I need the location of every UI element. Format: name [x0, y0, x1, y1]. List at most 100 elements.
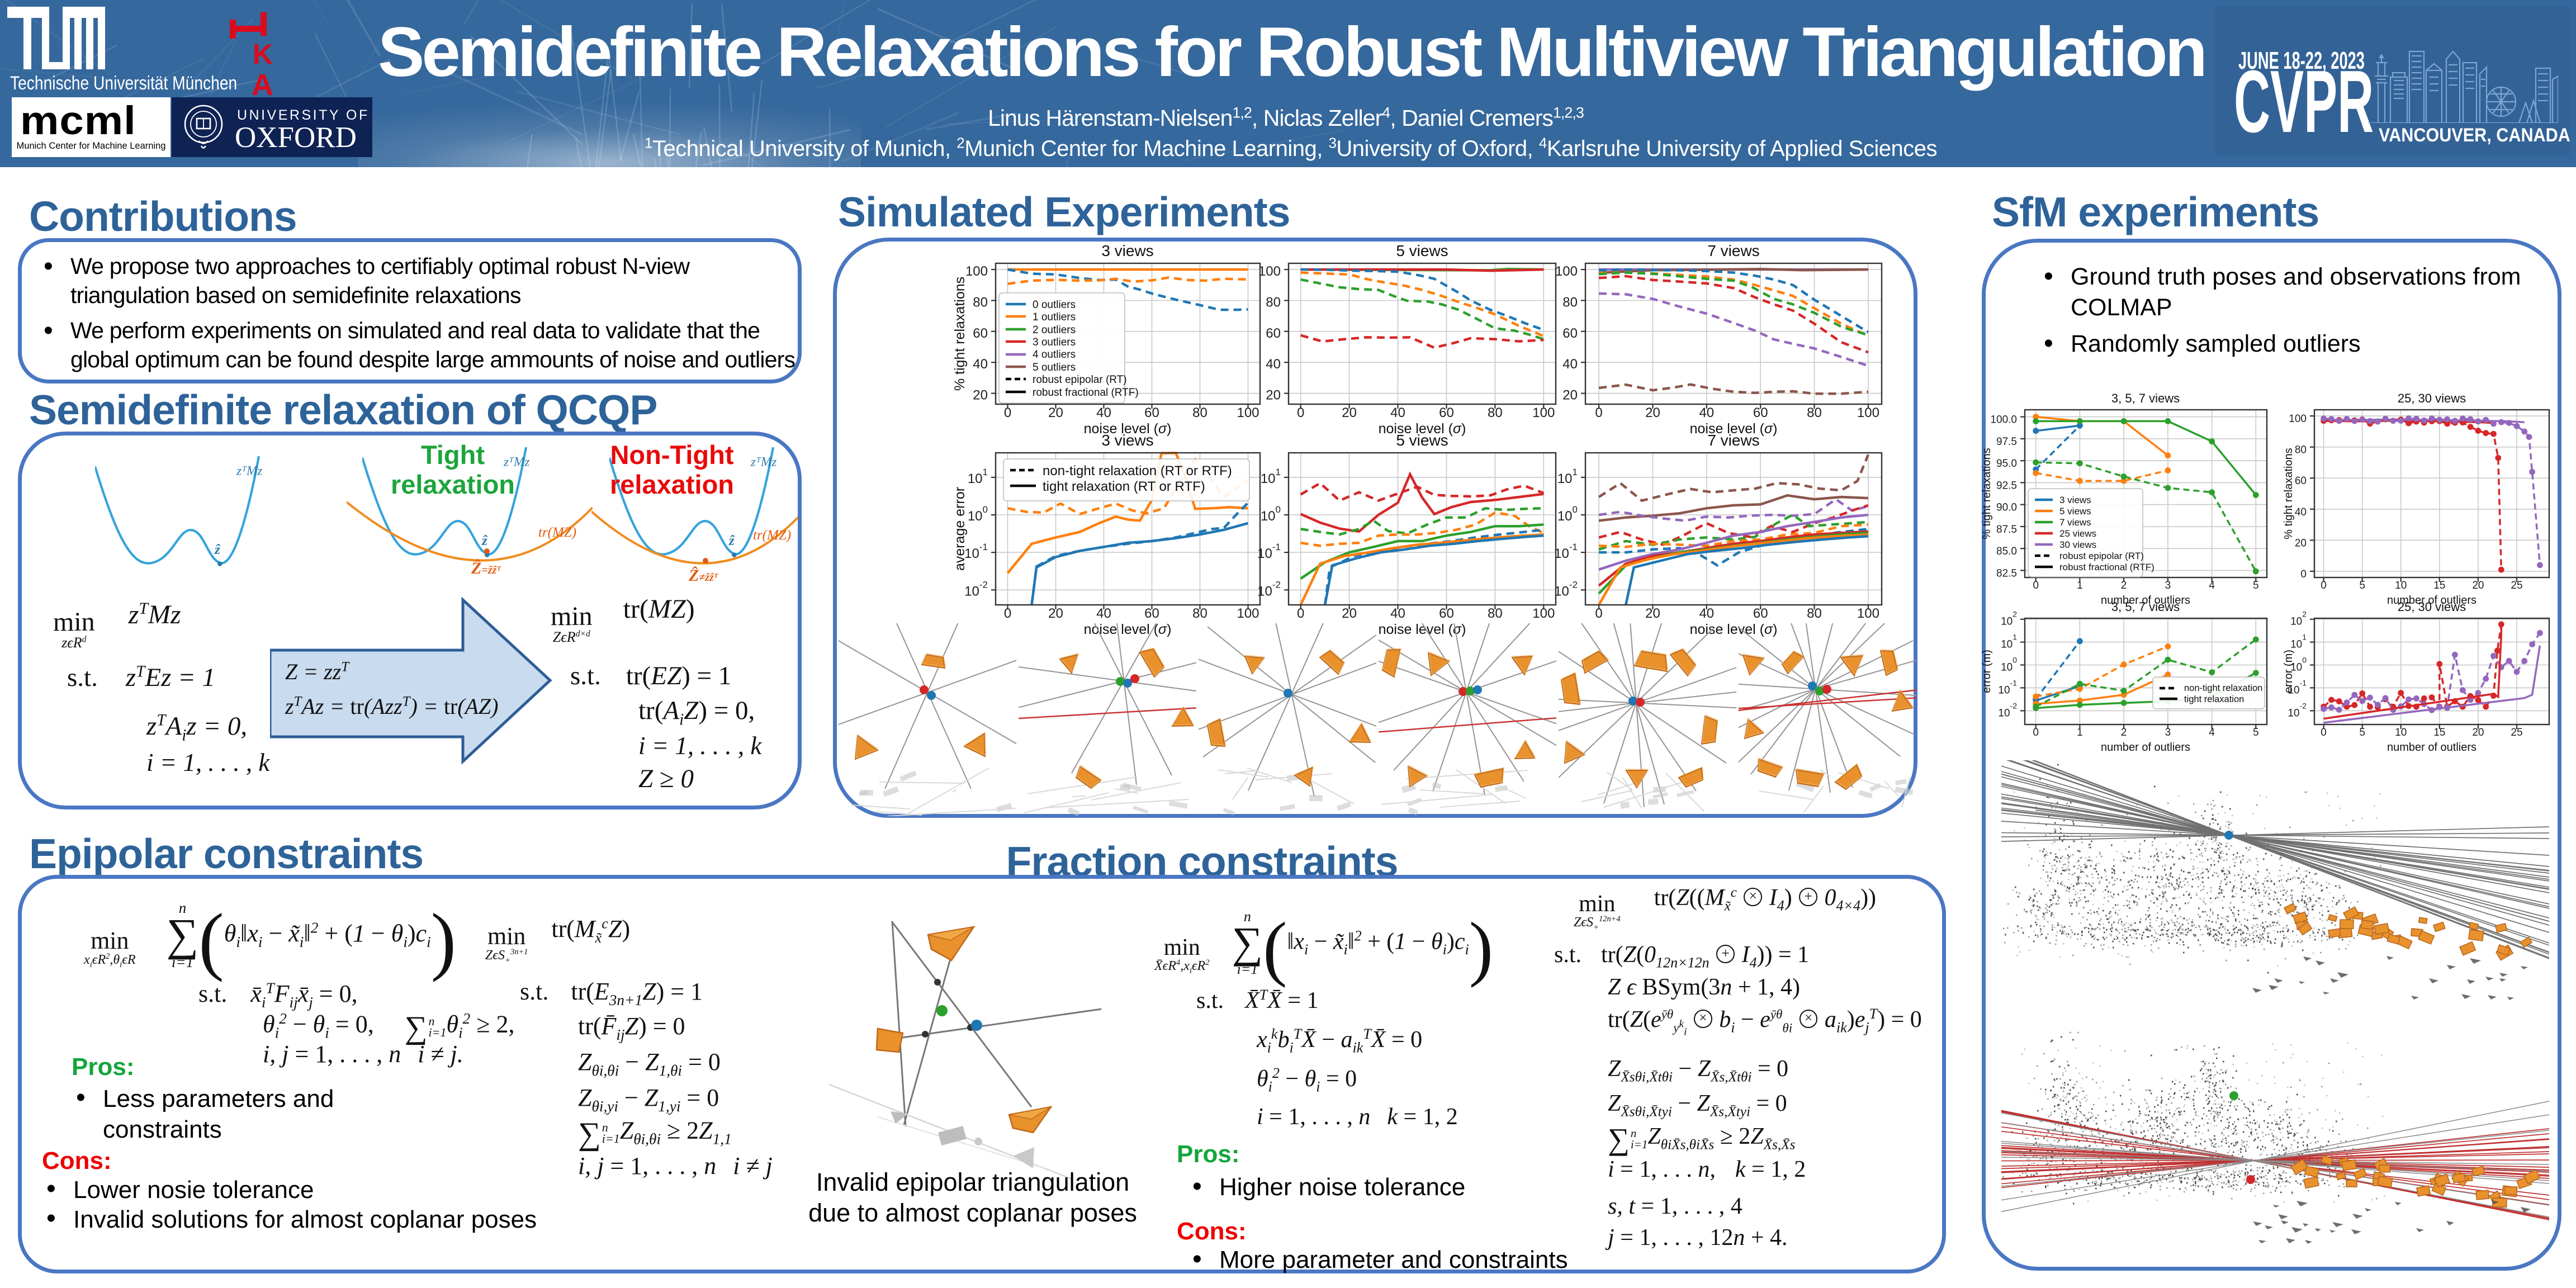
- svg-text:80: 80: [973, 295, 988, 310]
- svg-text:1 outliers: 1 outliers: [1033, 311, 1076, 323]
- svg-text:15: 15: [2433, 580, 2445, 591]
- svg-text:100: 100: [1532, 405, 1555, 420]
- svg-text:tight relaxation: tight relaxation: [2184, 694, 2244, 704]
- svg-text:101: 101: [1261, 467, 1281, 486]
- svg-text:5: 5: [2359, 727, 2365, 738]
- svg-text:20: 20: [1342, 405, 1357, 420]
- svg-text:97.5: 97.5: [1996, 436, 2017, 448]
- svg-text:noise level (σ): noise level (σ): [1690, 421, 1778, 437]
- svg-text:Ẑ≠ẑẑᵀ: Ẑ≠ẑẑᵀ: [688, 566, 719, 584]
- svg-text:20: 20: [1562, 388, 1578, 403]
- svg-text:3, 5, 7 views: 3, 5, 7 views: [2111, 600, 2180, 614]
- svg-text:7 views: 7 views: [1707, 432, 1759, 449]
- svg-text:tr(MZ): tr(MZ): [538, 525, 576, 540]
- svg-text:non-tight relaxation: non-tight relaxation: [2184, 683, 2262, 693]
- svg-text:40: 40: [1562, 357, 1578, 372]
- svg-text:100: 100: [1557, 504, 1578, 524]
- svg-text:3 outliers: 3 outliers: [1033, 337, 1076, 348]
- svg-text:20: 20: [2472, 727, 2484, 738]
- svg-text:K: K: [253, 39, 273, 70]
- svg-text:noise level (σ): noise level (σ): [1084, 622, 1172, 637]
- svg-text:100: 100: [2289, 413, 2307, 425]
- svg-text:4: 4: [2209, 727, 2215, 738]
- svg-text:zᵀMz: zᵀMz: [503, 455, 529, 470]
- svg-text:100: 100: [1237, 606, 1259, 621]
- svg-text:60: 60: [1439, 606, 1454, 621]
- svg-text:100: 100: [1258, 264, 1281, 279]
- svg-text:A: A: [252, 68, 273, 97]
- svg-text:40: 40: [1699, 405, 1714, 420]
- svg-text:10-1: 10-1: [1257, 542, 1281, 561]
- svg-text:80: 80: [1266, 295, 1281, 310]
- svg-text:0: 0: [2321, 580, 2327, 591]
- svg-text:robust fractional (RTF): robust fractional (RTF): [2059, 562, 2154, 572]
- svg-text:2: 2: [2121, 727, 2127, 738]
- svg-text:1: 1: [2077, 580, 2083, 591]
- svg-text:102: 102: [2001, 610, 2017, 628]
- svg-text:80: 80: [1192, 405, 1208, 420]
- svg-text:5: 5: [2253, 580, 2259, 591]
- svg-text:101: 101: [1557, 467, 1578, 486]
- svg-text:100: 100: [1555, 264, 1578, 279]
- svg-text:error (m): error (m): [2283, 650, 2295, 693]
- svg-text:60: 60: [2295, 475, 2307, 487]
- svg-text:non-tight relaxation (RT or RT: non-tight relaxation (RT or RTF): [1043, 463, 1232, 479]
- svg-text:100: 100: [965, 264, 988, 279]
- svg-text:10-2: 10-2: [964, 579, 988, 599]
- svg-text:noise level (σ): noise level (σ): [1690, 622, 1778, 637]
- svg-text:5 views: 5 views: [1396, 242, 1448, 259]
- svg-text:7 views: 7 views: [1707, 242, 1759, 259]
- svg-text:3 views: 3 views: [2059, 495, 2091, 505]
- svg-text:20: 20: [1048, 405, 1063, 420]
- svg-text:0: 0: [2321, 727, 2327, 738]
- svg-text:0: 0: [1297, 606, 1304, 621]
- svg-text:100: 100: [1857, 606, 1879, 621]
- svg-text:25: 25: [2511, 727, 2522, 738]
- svg-text:60: 60: [1753, 606, 1768, 621]
- svg-text:25, 30 views: 25, 30 views: [2398, 391, 2466, 405]
- svg-text:101: 101: [968, 467, 988, 486]
- svg-text:10-2: 10-2: [1998, 701, 2017, 719]
- svg-text:0: 0: [2033, 727, 2039, 738]
- svg-text:40: 40: [1699, 606, 1714, 621]
- svg-text:40: 40: [1390, 405, 1405, 420]
- svg-text:4 outliers: 4 outliers: [1033, 349, 1076, 361]
- svg-text:tr(MZ): tr(MZ): [753, 528, 791, 543]
- svg-text:10-1: 10-1: [1554, 542, 1578, 561]
- svg-text:20: 20: [1048, 606, 1063, 621]
- svg-text:3: 3: [2165, 580, 2171, 591]
- svg-text:25: 25: [2511, 580, 2522, 591]
- svg-text:80: 80: [1562, 295, 1578, 310]
- svg-text:10-2: 10-2: [2288, 701, 2307, 719]
- svg-text:60: 60: [1562, 326, 1578, 341]
- svg-text:100: 100: [1532, 606, 1555, 621]
- svg-text:25, 30 views: 25, 30 views: [2398, 600, 2466, 614]
- svg-text:2 outliers: 2 outliers: [1033, 324, 1076, 336]
- svg-text:3 views: 3 views: [1101, 432, 1153, 449]
- svg-text:20: 20: [2295, 537, 2307, 549]
- svg-text:robust epipolar (RT): robust epipolar (RT): [2059, 551, 2144, 561]
- svg-text:10-1: 10-1: [964, 542, 988, 561]
- svg-text:20: 20: [1645, 405, 1660, 420]
- svg-text:0: 0: [1004, 405, 1011, 420]
- svg-text:87.5: 87.5: [1996, 524, 2017, 536]
- svg-text:10-2: 10-2: [1257, 579, 1281, 599]
- svg-text:40: 40: [1266, 357, 1281, 372]
- svg-text:80: 80: [1192, 606, 1208, 621]
- svg-text:60: 60: [1753, 405, 1768, 420]
- svg-text:100: 100: [968, 504, 988, 524]
- svg-text:101: 101: [2290, 633, 2307, 651]
- svg-text:3, 5, 7 views: 3, 5, 7 views: [2111, 391, 2180, 405]
- svg-text:20: 20: [2472, 580, 2484, 591]
- svg-text:5 views: 5 views: [2059, 506, 2091, 517]
- svg-text:40: 40: [1096, 405, 1111, 420]
- svg-text:15: 15: [2433, 727, 2445, 738]
- svg-text:82.5: 82.5: [1996, 567, 2017, 579]
- svg-text:zᵀMz: zᵀMz: [236, 464, 262, 479]
- svg-text:40: 40: [1390, 606, 1405, 621]
- svg-text:20: 20: [973, 388, 988, 403]
- svg-text:robust epipolar (RT): robust epipolar (RT): [1033, 374, 1127, 386]
- svg-text:100: 100: [1857, 405, 1879, 420]
- svg-text:average error: average error: [952, 487, 968, 571]
- svg-text:number of outliers: number of outliers: [2387, 594, 2476, 607]
